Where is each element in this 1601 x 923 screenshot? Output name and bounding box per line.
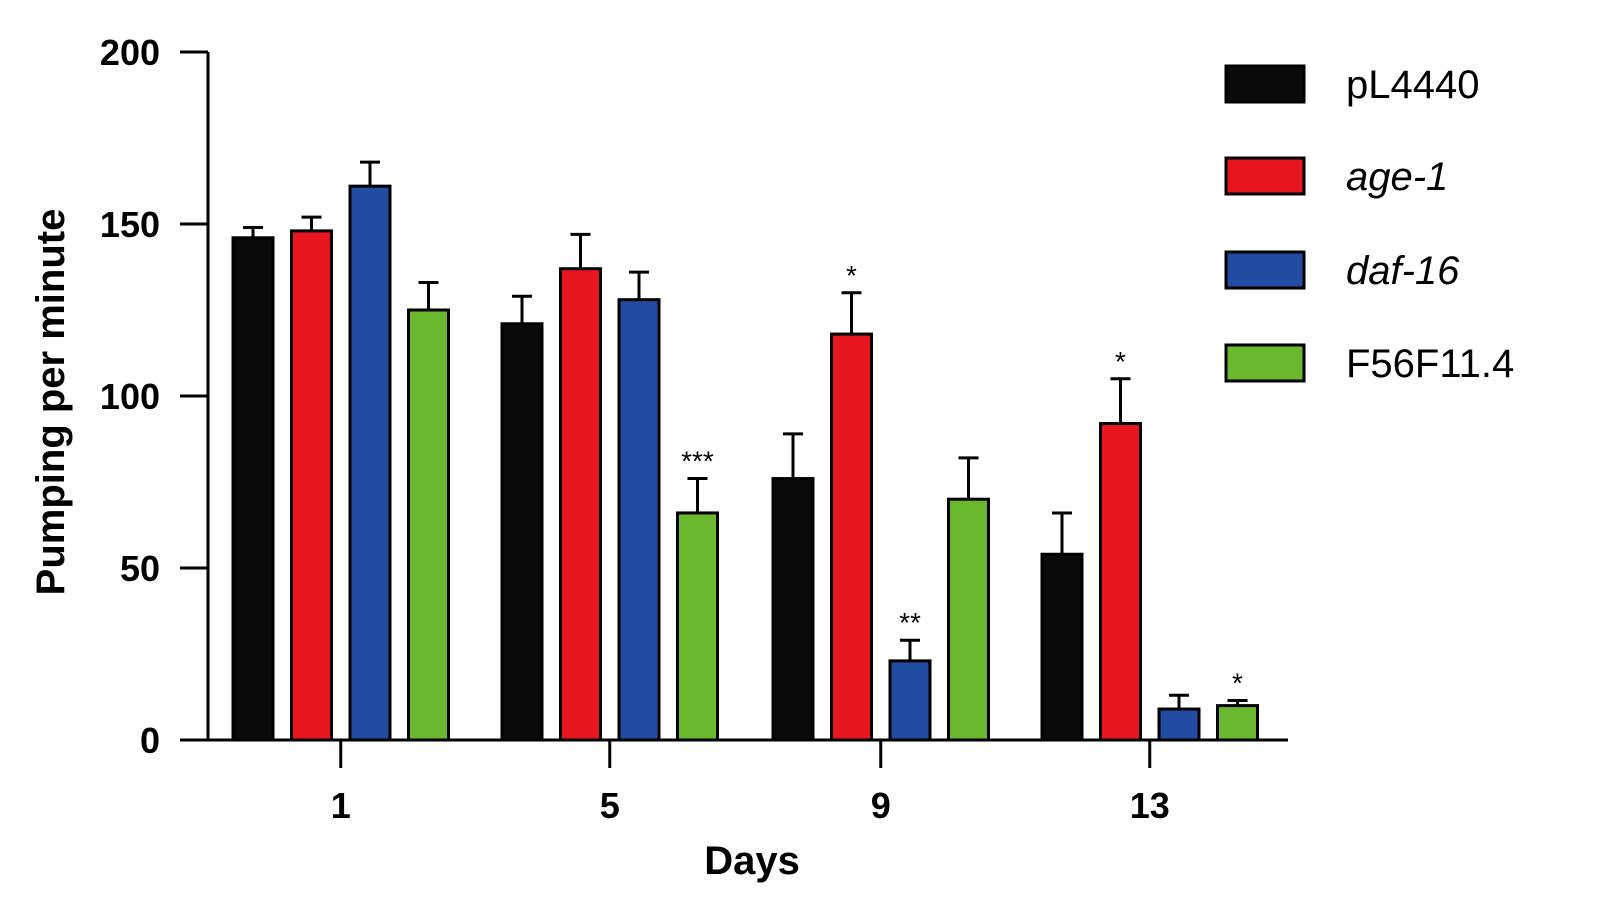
bar-daf-16-day-13 (1157, 707, 1201, 742)
y-tick-label: 0 (140, 720, 160, 761)
x-axis-title: Days (704, 839, 800, 883)
bar-age-1-day-9 (830, 332, 873, 742)
x-tick-label: 13 (1130, 785, 1170, 826)
y-tick-label: 150 (100, 204, 160, 245)
bar-pL4440-day-5 (500, 322, 544, 742)
legend-swatch-F56F11.4 (1224, 343, 1306, 383)
significance-marker: ** (899, 607, 921, 638)
bar-daf-16-day-9 (888, 659, 932, 742)
bar-daf-16-day-1 (348, 184, 392, 742)
bar-F56F11.4-day-1 (407, 308, 450, 742)
legend: pL4440 age-1 daf-16 F56F11.4 (1224, 63, 1514, 386)
significance-marker: * (1232, 667, 1243, 698)
legend-swatch-age-1 (1224, 156, 1306, 196)
legend-label-daf-16: daf-16 (1346, 249, 1460, 293)
y-ticks-layer: 0 50 100 150 200 (100, 32, 208, 761)
bars-layer: ******** (231, 160, 1259, 742)
bar-F56F11.4-day-13 (1216, 704, 1259, 742)
y-axis-title: Pumping per minute (29, 209, 73, 596)
bar-age-1-day-5 (559, 267, 602, 742)
legend-swatch-pL4440 (1224, 64, 1306, 104)
significance-marker: * (1115, 346, 1126, 377)
legend-swatch-daf-16 (1224, 250, 1306, 290)
significance-marker: *** (681, 446, 714, 477)
bar-F56F11.4-day-5 (676, 511, 719, 742)
y-tick-label: 50 (120, 548, 160, 589)
y-tick-label: 200 (100, 32, 160, 73)
x-tick-label: 1 (331, 785, 351, 826)
bar-F56F11.4-day-9 (947, 497, 990, 742)
legend-label-age-1: age-1 (1346, 155, 1448, 199)
x-tick-label: 9 (871, 785, 891, 826)
bar-pL4440-day-1 (231, 236, 275, 742)
bar-pL4440-day-9 (771, 477, 815, 742)
legend-label-pL4440: pL4440 (1346, 63, 1479, 107)
x-ticks-layer: 1 5 9 13 (331, 740, 1170, 826)
significance-marker: * (846, 260, 857, 291)
bar-age-1-day-13 (1099, 422, 1142, 742)
bar-daf-16-day-5 (617, 298, 661, 742)
bar-age-1-day-1 (290, 229, 333, 742)
legend-label-F56F11.4: F56F11.4 (1346, 342, 1514, 386)
y-tick-label: 100 (100, 376, 160, 417)
bar-pL4440-day-13 (1040, 552, 1084, 742)
x-tick-label: 5 (600, 785, 620, 826)
